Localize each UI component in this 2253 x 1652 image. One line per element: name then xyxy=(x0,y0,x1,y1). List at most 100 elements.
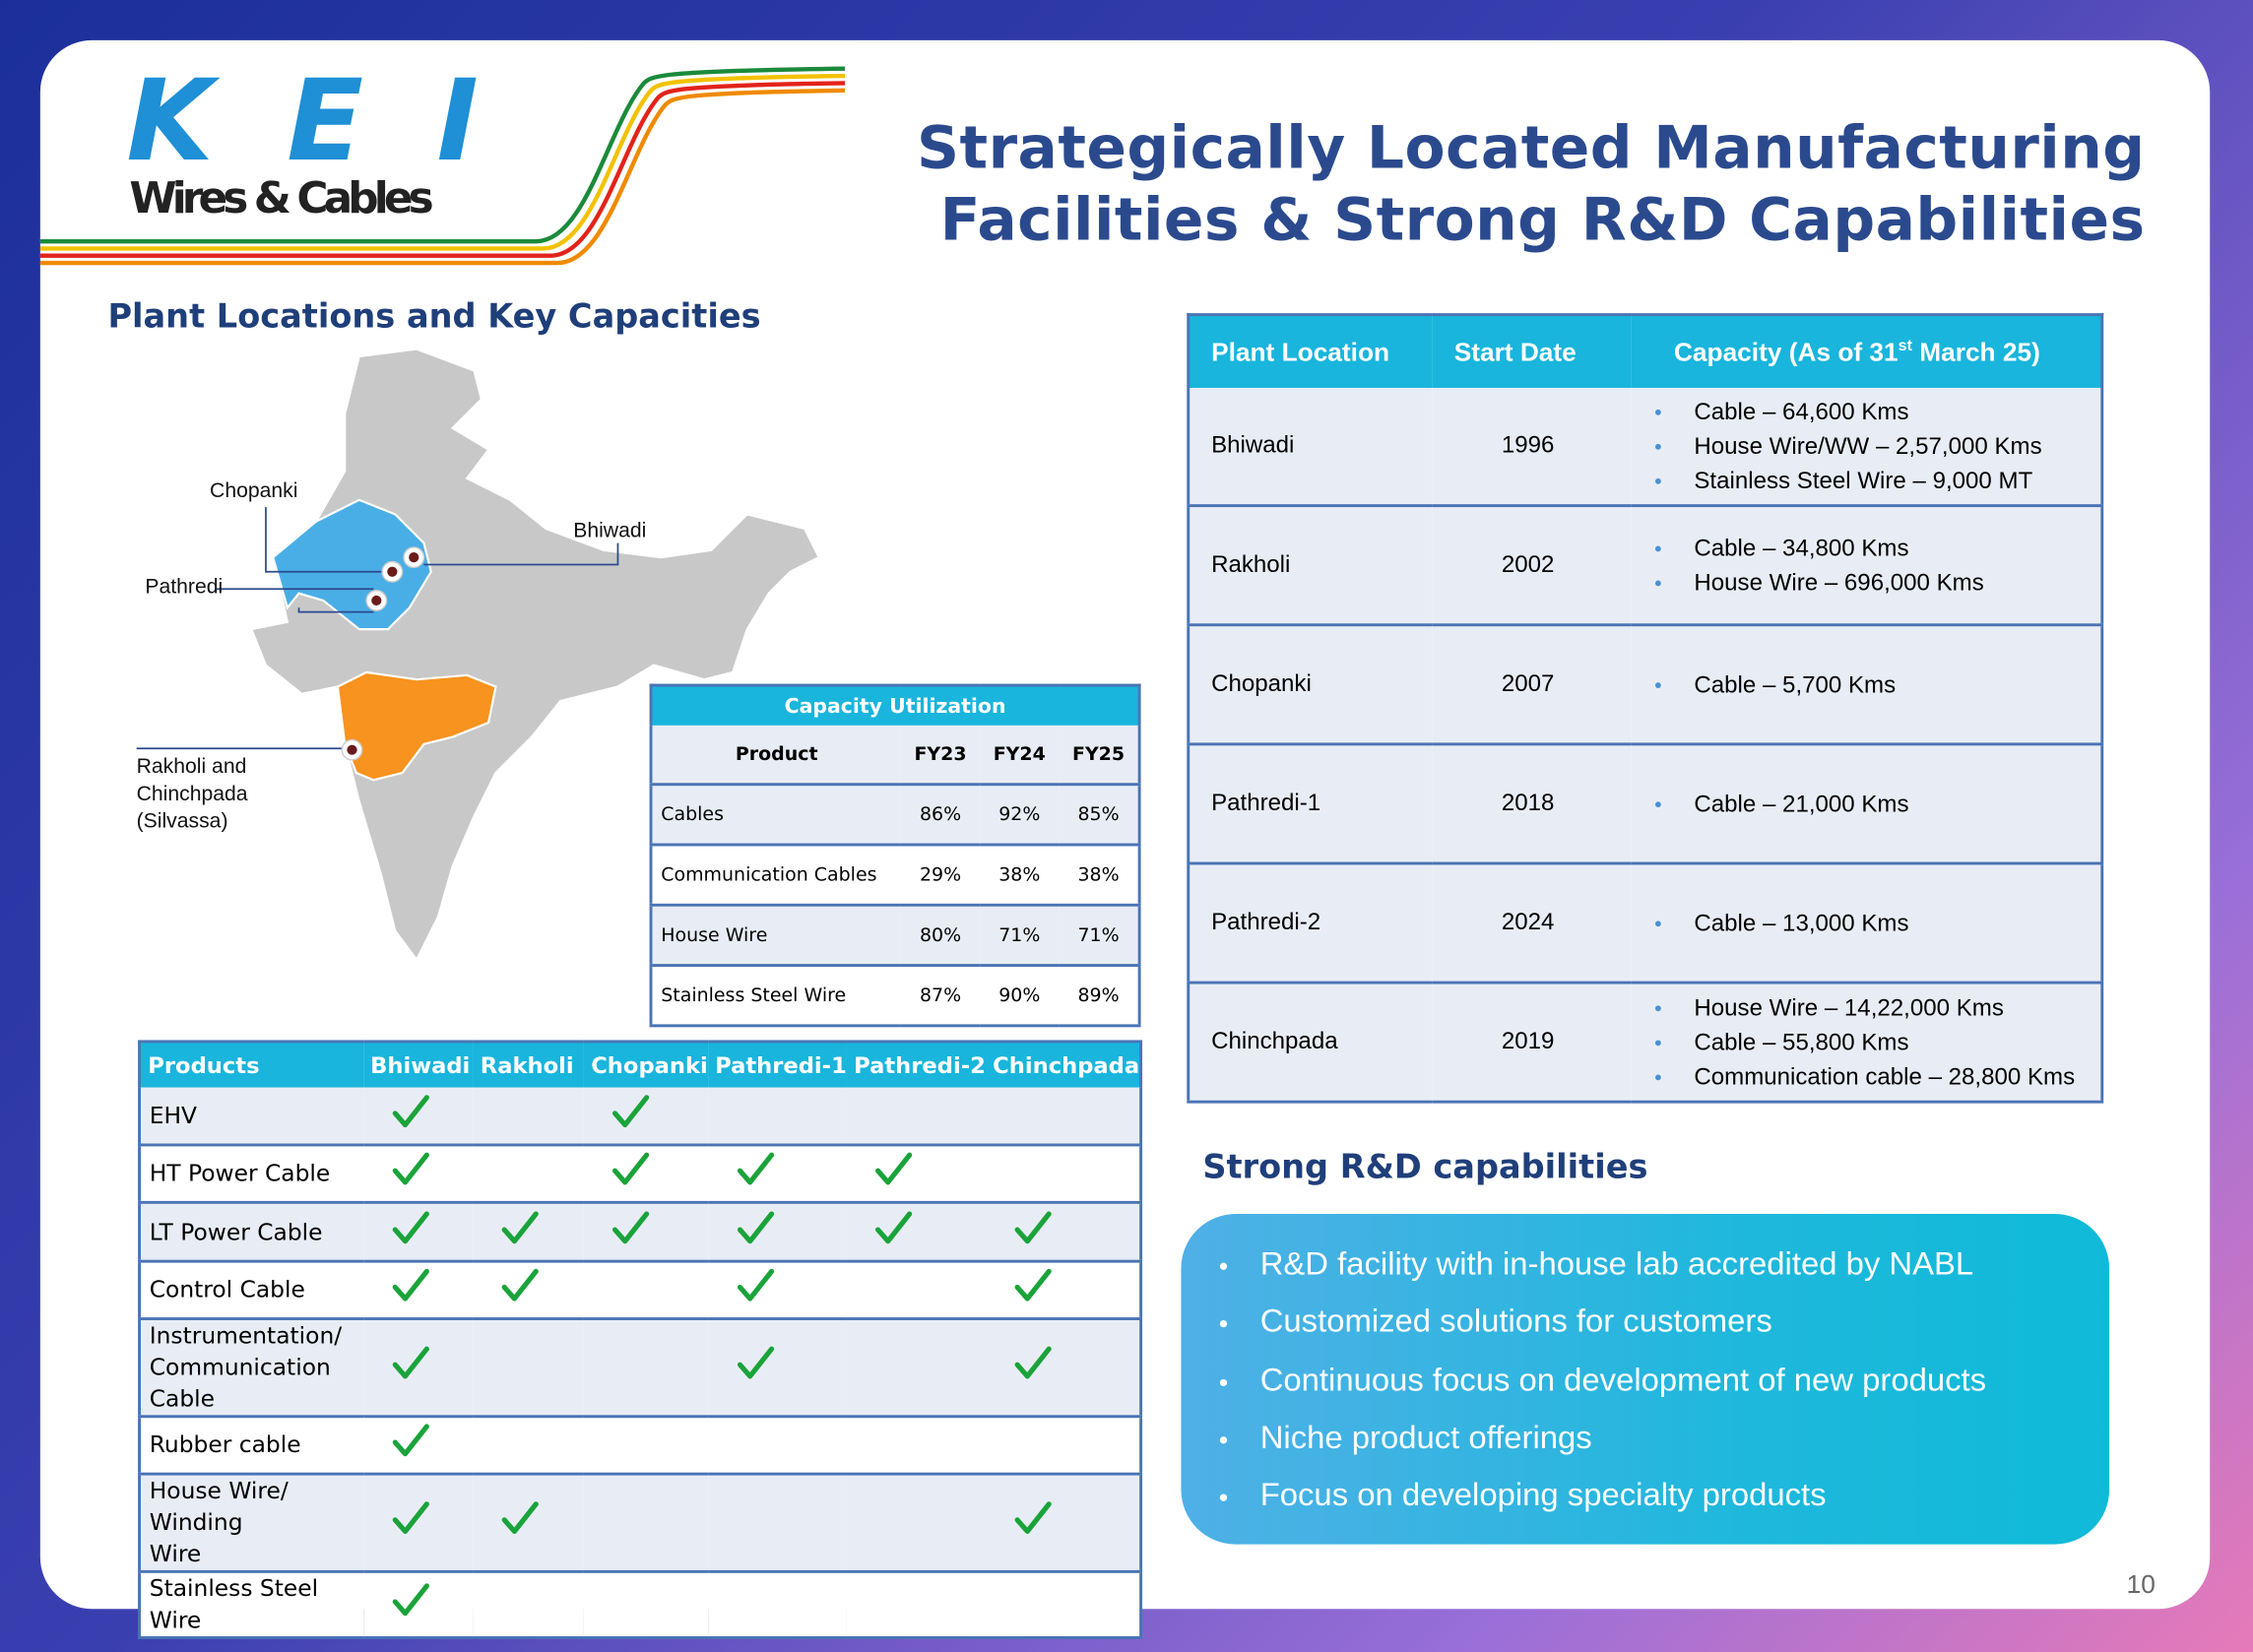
table-row: Cables 86% 92% 85% xyxy=(651,784,1140,847)
table-cell: 87% xyxy=(900,965,981,1028)
map-label-line: Rakholi and xyxy=(136,755,247,779)
capacity-list: Cable – 34,800 Kms House Wire – 696,000 K… xyxy=(1651,531,2101,600)
check-cell xyxy=(362,1144,474,1204)
check-cell xyxy=(583,1087,708,1147)
title-line: Strategically Located Manufacturing xyxy=(917,113,2146,183)
rd-bullet: Focus on developing specialty products xyxy=(1219,1477,2109,1535)
table-cell: 71% xyxy=(1059,905,1140,968)
check-cell xyxy=(583,1416,708,1476)
check-mark xyxy=(502,1501,540,1535)
table-cell: 29% xyxy=(900,844,981,907)
location-cell: Chinchpada xyxy=(1188,983,1433,1104)
column-header: Pathredi-2 xyxy=(846,1041,986,1088)
rd-box: R&D facility with in-house lab accredite… xyxy=(1181,1214,2110,1545)
check-cell xyxy=(707,1261,847,1320)
logo: KEI Wires & Cables xyxy=(39,55,845,266)
check-cell xyxy=(473,1318,584,1419)
product-cell: House Wire/ Winding Wire xyxy=(139,1474,363,1573)
check-mark xyxy=(1014,1346,1052,1379)
check-cell xyxy=(985,1087,1141,1147)
table-row: HT Power Cable xyxy=(139,1144,1141,1204)
capacity-item: Cable – 13,000 Kms xyxy=(1654,906,2100,940)
location-cell: Pathredi-1 xyxy=(1188,743,1433,865)
table-cell: 89% xyxy=(1059,965,1140,1028)
check-cell xyxy=(846,1416,986,1476)
product-line: Stainless Steel Wire xyxy=(149,1574,319,1634)
check-cell xyxy=(583,1474,708,1573)
check-mark xyxy=(392,1583,429,1617)
table-row: Instrumentation/Communication Cable xyxy=(139,1318,1141,1419)
map-label-line: Chinchpada xyxy=(136,783,248,806)
check-cell xyxy=(707,1144,847,1204)
product-cell: HT Power Cable xyxy=(139,1144,363,1204)
check-mark xyxy=(392,1424,429,1457)
product-cell: Control Cable xyxy=(139,1261,363,1320)
column-header: FY25 xyxy=(1059,725,1140,787)
column-header: Pathredi-1 xyxy=(707,1041,847,1088)
check-mark xyxy=(1014,1501,1052,1535)
check-mark xyxy=(502,1210,540,1243)
column-header: Capacity (As of 31st March 25) xyxy=(1631,314,2102,388)
check-cell xyxy=(985,1261,1141,1320)
check-mark xyxy=(737,1152,774,1185)
rd-bullet: R&D facility with in-house lab accredite… xyxy=(1219,1245,2109,1303)
check-mark xyxy=(737,1346,774,1379)
check-mark xyxy=(875,1210,913,1243)
capacity-item: Cable – 5,700 Kms xyxy=(1654,667,2100,702)
capacity-cell: Cable – 21,000 Kms xyxy=(1631,743,2102,865)
check-mark xyxy=(502,1268,540,1302)
table-row: Pathredi-2 2024 Cable – 13,000 Kms xyxy=(1188,862,2102,985)
table-row: Chopanki 2007 Cable – 5,700 Kms xyxy=(1188,624,2102,746)
table-cell: Stainless Steel Wire xyxy=(651,965,901,1028)
logo-brand: KEI xyxy=(126,55,478,186)
table-row: EHV xyxy=(139,1087,1141,1147)
table-cell: 38% xyxy=(980,844,1060,907)
check-cell xyxy=(707,1087,847,1147)
product-matrix-table: Products Bhiwadi Rakholi Chopanki Pathredi-1… xyxy=(138,1040,1143,1639)
table-row: Stainless Steel Wire xyxy=(139,1571,1141,1639)
date-cell: 2007 xyxy=(1432,624,1632,746)
check-cell xyxy=(846,1261,986,1320)
table-cell: 80% xyxy=(900,905,981,968)
header-text: March 25) xyxy=(1911,337,2040,366)
table-row: Control Cable xyxy=(139,1261,1141,1320)
map-rajasthan xyxy=(271,498,432,631)
check-cell xyxy=(473,1144,584,1204)
column-header: Bhiwadi xyxy=(362,1041,474,1088)
check-cell xyxy=(846,1318,986,1419)
table-row: Chinchpada 2019 House Wire – 14,22,000 Kms… xyxy=(1188,983,2102,1104)
caption-row: Capacity Utilization xyxy=(651,685,1140,726)
product-line: EHV xyxy=(149,1101,198,1129)
header-sup: st xyxy=(1898,337,1912,354)
map-label: Pathredi xyxy=(145,576,224,600)
capacity-item: Cable – 64,600 Kms xyxy=(1654,395,2100,429)
check-mark xyxy=(737,1210,774,1243)
check-cell xyxy=(473,1087,584,1147)
table-row: Stainless Steel Wire 87% 90% 89% xyxy=(651,965,1140,1028)
table-cell: House Wire xyxy=(651,905,901,968)
location-cell: Rakholi xyxy=(1188,505,1433,627)
header-text: Capacity (As of 31 xyxy=(1673,337,1899,366)
check-cell xyxy=(985,1571,1141,1639)
check-mark xyxy=(1014,1268,1052,1302)
table-cell: Communication Cables xyxy=(651,844,901,907)
column-header: Plant Location xyxy=(1188,314,1433,388)
check-mark xyxy=(392,1346,429,1379)
capacity-item: Stainless Steel Wire – 9,000 MT xyxy=(1654,464,2100,498)
table-cell: 71% xyxy=(980,905,1060,968)
product-line: Instrumentation/ xyxy=(149,1321,343,1350)
date-cell: 2024 xyxy=(1432,862,1632,985)
table-cell: 85% xyxy=(1059,784,1140,847)
check-mark xyxy=(1014,1210,1052,1243)
section-heading: Plant Locations and Key Capacities xyxy=(107,298,761,337)
check-cell xyxy=(473,1474,584,1573)
capacity-list: Cable – 13,000 Kms xyxy=(1651,906,2101,940)
table-cell: 86% xyxy=(900,784,981,847)
check-cell xyxy=(583,1318,708,1419)
capacity-cell: House Wire – 14,22,000 Kms Cable – 55,800… xyxy=(1631,983,2102,1104)
location-cell: Bhiwadi xyxy=(1188,387,1433,508)
page-number: 10 xyxy=(2126,1569,2156,1600)
check-cell xyxy=(362,1261,474,1320)
table-cell: 90% xyxy=(980,965,1060,1028)
check-cell xyxy=(846,1571,986,1639)
